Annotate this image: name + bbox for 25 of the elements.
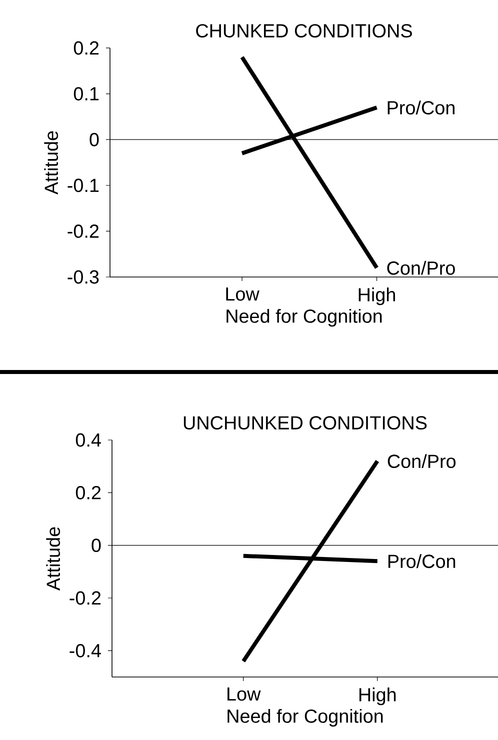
x-tick-label: High [358,287,395,306]
x-axis-title: Need for Cognition [226,308,382,327]
y-axis-title: Attitude [46,527,60,591]
y-tick-label: 0 [89,132,99,146]
y-tick-label: 0 [91,538,101,552]
series-label: Pro/Con [388,554,455,568]
y-tick-label: 0.1 [74,87,98,100]
chart-title: CHUNKED CONDITIONS [196,24,412,38]
chart-title: UNCHUNKED CONDITIONS [184,416,426,430]
y-tick-label: -0.1 [68,178,98,192]
x-tick-label: High [359,688,396,706]
series-label: Con/Pro [388,454,456,468]
y-tick-label: -0.2 [68,224,98,238]
y-tick-label: 0.2 [74,41,98,55]
x-tick-label: Low [227,688,261,701]
series-label: Pro/Con [388,100,454,114]
y-tick-label: -0.4 [70,644,101,658]
y-tick-label: -0.3 [68,270,98,284]
series-label: Con/Pro [387,260,455,275]
y-tick-label: 0.2 [76,486,100,500]
y-tick-label: -0.2 [70,591,100,605]
y-tick-label: 0.4 [76,433,101,447]
x-tick-label: Low [226,288,260,301]
x-axis-title: Need for Cognition [227,708,382,727]
y-axis-title: Attitude [44,131,58,195]
